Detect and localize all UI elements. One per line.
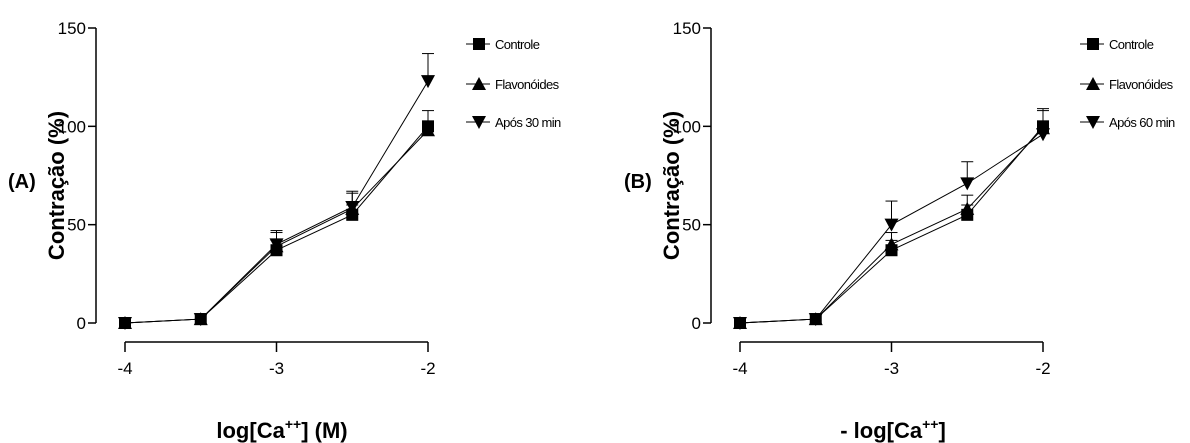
y-tick-label: 100 bbox=[58, 117, 86, 136]
panel-label: (B) bbox=[624, 171, 652, 193]
series-controle bbox=[119, 110, 434, 329]
data-point bbox=[1036, 128, 1050, 142]
data-point bbox=[421, 75, 435, 89]
x-tick-label: -2 bbox=[1035, 359, 1050, 378]
x-tick-label: -4 bbox=[117, 359, 132, 378]
legend-entry: Controle bbox=[466, 37, 540, 52]
y-tick-label: 100 bbox=[673, 117, 701, 136]
data-point bbox=[118, 317, 132, 330]
x-axis-label: - log[Ca++] bbox=[840, 416, 946, 443]
legend-marker bbox=[472, 77, 486, 90]
x-tick-label: -4 bbox=[732, 359, 747, 378]
data-point bbox=[884, 237, 899, 251]
legend-entry: Flavonóides bbox=[1080, 77, 1174, 92]
legend-marker bbox=[473, 38, 485, 50]
legend-label: Controle bbox=[495, 37, 540, 52]
chart-panel-b: 0 50 100 150 -4 -3 -2 Contração (%) - log[Ca++] (… bbox=[624, 19, 1176, 443]
chart-panel-a: 0 50 100 150 -4 -3 -2 Contração (%) log[Ca++] (M… bbox=[8, 19, 562, 443]
x-tick-label: -3 bbox=[884, 359, 899, 378]
y-tick-label: 150 bbox=[58, 19, 86, 38]
data-point bbox=[269, 238, 284, 252]
legend-entry: Após 30 min bbox=[466, 115, 562, 130]
legend-marker bbox=[1086, 77, 1100, 90]
legend-label: Após 60 min bbox=[1109, 115, 1175, 130]
data-point bbox=[193, 313, 208, 327]
series-ap-s-60-min bbox=[733, 108, 1050, 330]
series-ap-s-30-min bbox=[118, 53, 435, 330]
legend-entry: Após 60 min bbox=[1080, 115, 1176, 130]
legend-marker bbox=[472, 116, 486, 129]
y-tick-label: 150 bbox=[673, 19, 701, 38]
data-point bbox=[960, 177, 975, 191]
legend-label: Flavonóides bbox=[1109, 77, 1174, 92]
series-line bbox=[124, 80, 429, 324]
series-flavon-ides bbox=[118, 123, 435, 329]
panel-label: (A) bbox=[8, 171, 36, 193]
data-point bbox=[884, 218, 899, 232]
legend-marker bbox=[1087, 38, 1099, 50]
data-point bbox=[733, 317, 747, 330]
series-line bbox=[124, 129, 429, 324]
legend-marker bbox=[1086, 116, 1100, 129]
y-tick-label: 0 bbox=[77, 314, 86, 333]
y-tick-label: 50 bbox=[67, 216, 86, 235]
data-point bbox=[421, 123, 435, 137]
legend-entry: Flavonóides bbox=[466, 77, 560, 92]
x-axis-label: log[Ca++] (M) bbox=[216, 416, 347, 443]
legend-label: Flavonóides bbox=[495, 77, 560, 92]
x-tick-label: -3 bbox=[269, 359, 284, 378]
y-tick-label: 0 bbox=[692, 314, 701, 333]
legend-label: Controle bbox=[1109, 37, 1154, 52]
data-point bbox=[345, 200, 360, 214]
data-point bbox=[808, 313, 823, 327]
y-axis-label: Contração (%) bbox=[659, 111, 684, 260]
data-point bbox=[960, 201, 975, 215]
y-tick-label: 50 bbox=[682, 216, 701, 235]
x-tick-label: -2 bbox=[420, 359, 435, 378]
legend-entry: Controle bbox=[1080, 37, 1154, 52]
legend-label: Após 30 min bbox=[495, 115, 561, 130]
y-axis-label: Contração (%) bbox=[44, 111, 69, 260]
